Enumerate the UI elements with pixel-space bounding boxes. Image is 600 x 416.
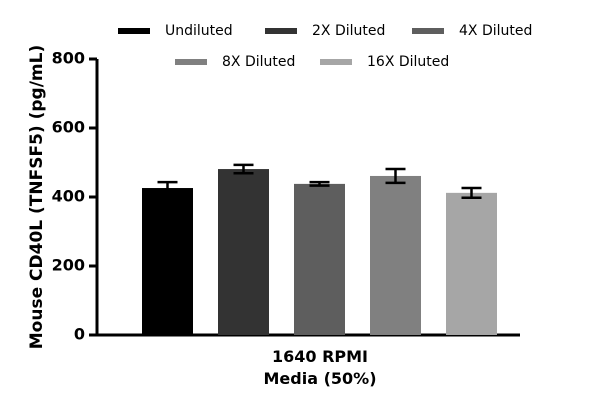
- bar: [370, 175, 421, 335]
- y-tick-label: 400: [52, 187, 85, 206]
- legend-swatch: [265, 28, 297, 34]
- legend-label: 8X Diluted: [222, 54, 295, 70]
- y-tick-label: 0: [74, 325, 85, 344]
- bar: [218, 169, 269, 335]
- error-bar: [233, 163, 254, 175]
- y-tick-label: 200: [52, 256, 85, 275]
- legend-label: 16X Diluted: [367, 54, 449, 70]
- legend-swatch: [320, 59, 352, 65]
- error-bar: [461, 186, 482, 199]
- error-bar: [157, 180, 178, 196]
- bar: [142, 188, 193, 335]
- legend-swatch: [175, 59, 207, 65]
- legend-label: 4X Diluted: [459, 23, 532, 39]
- bar: [446, 192, 497, 335]
- error-bar: [385, 167, 406, 185]
- legend-label: 2X Diluted: [312, 23, 385, 39]
- x-tick-label: 1640 RPMI Media (50%): [263, 347, 377, 388]
- y-axis-label: Mouse CD40L (TNFSF5) (pg/mL): [27, 45, 47, 349]
- legend-swatch: [412, 28, 444, 34]
- y-tick-label: 800: [52, 49, 85, 68]
- error-bar: [309, 180, 330, 187]
- legend-label: Undiluted: [165, 23, 233, 39]
- legend-swatch: [118, 28, 150, 34]
- bar: [294, 183, 345, 335]
- y-tick-label: 600: [52, 118, 85, 137]
